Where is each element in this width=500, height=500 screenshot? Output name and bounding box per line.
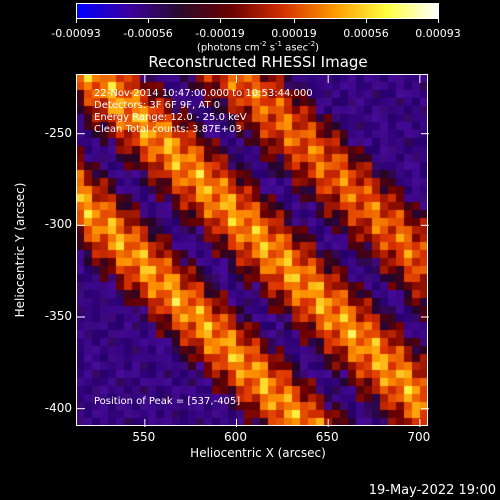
heatmap-image: [76, 74, 428, 426]
y-tick-label: -400: [44, 400, 72, 415]
colorbar: [76, 3, 439, 19]
colorbar-tick: [293, 19, 295, 23]
x-tick-label: 650: [315, 430, 339, 444]
colorbar-tick-label: -0.00019: [195, 27, 245, 40]
x-tick-label: 600: [224, 430, 247, 444]
unit-text: asec: [282, 42, 309, 54]
x-tick-label: 700: [407, 430, 431, 444]
unit-exponent: -2: [259, 40, 267, 48]
clean-counts-annotation: Clean Total counts: 3.87E+03: [94, 124, 242, 135]
y-tick-label: -300: [44, 217, 72, 232]
peak-position-annotation: Position of Peak = [537,-405]: [94, 396, 241, 407]
energy-range-annotation: Energy Range: 12.0 - 25.0 keV: [94, 112, 247, 123]
colorbar-tick-label: 0.00056: [343, 27, 389, 40]
colorbar-tick-label: 0.00019: [271, 27, 317, 40]
x-tick-label: 550: [132, 430, 156, 444]
unit-exponent: -1: [275, 40, 283, 48]
detectors-annotation: Detectors: 3F 6F 9F, AT 0: [94, 100, 221, 111]
colorbar-tick: [220, 19, 222, 23]
unit-text: ): [315, 42, 320, 54]
y-axis-label: Heliocentric Y (arcsec): [13, 182, 27, 318]
heatmap-plot-area: [76, 74, 428, 426]
colorbar-tick-label: -0.00056: [123, 27, 173, 40]
colorbar-tick: [365, 19, 367, 23]
chart-title: Reconstructed RHESSI Image: [148, 53, 368, 71]
footer-timestamp: 19-May-2022 19:00: [368, 483, 496, 498]
y-tick-label: -350: [44, 309, 72, 323]
colorbar-tick: [76, 19, 77, 23]
colorbar-unit-label: (photons cm-2 s-1 asec-2): [197, 40, 319, 53]
unit-text: (photons cm: [196, 42, 260, 54]
colorbar-tick: [438, 19, 439, 23]
colorbar-tick-label: 0.00093: [415, 27, 461, 40]
unit-exponent: -2: [308, 40, 316, 48]
x-axis-label: Heliocentric X (arcsec): [190, 446, 326, 460]
unit-text: s: [266, 42, 276, 54]
colorbar-tick: [148, 19, 149, 23]
time-range-annotation: 22-Nov-2014 10:47:00.000 to 10:53:44.000: [94, 88, 313, 99]
colorbar-tick-label: -0.00093: [51, 27, 101, 40]
y-tick-label: -250: [44, 125, 72, 140]
